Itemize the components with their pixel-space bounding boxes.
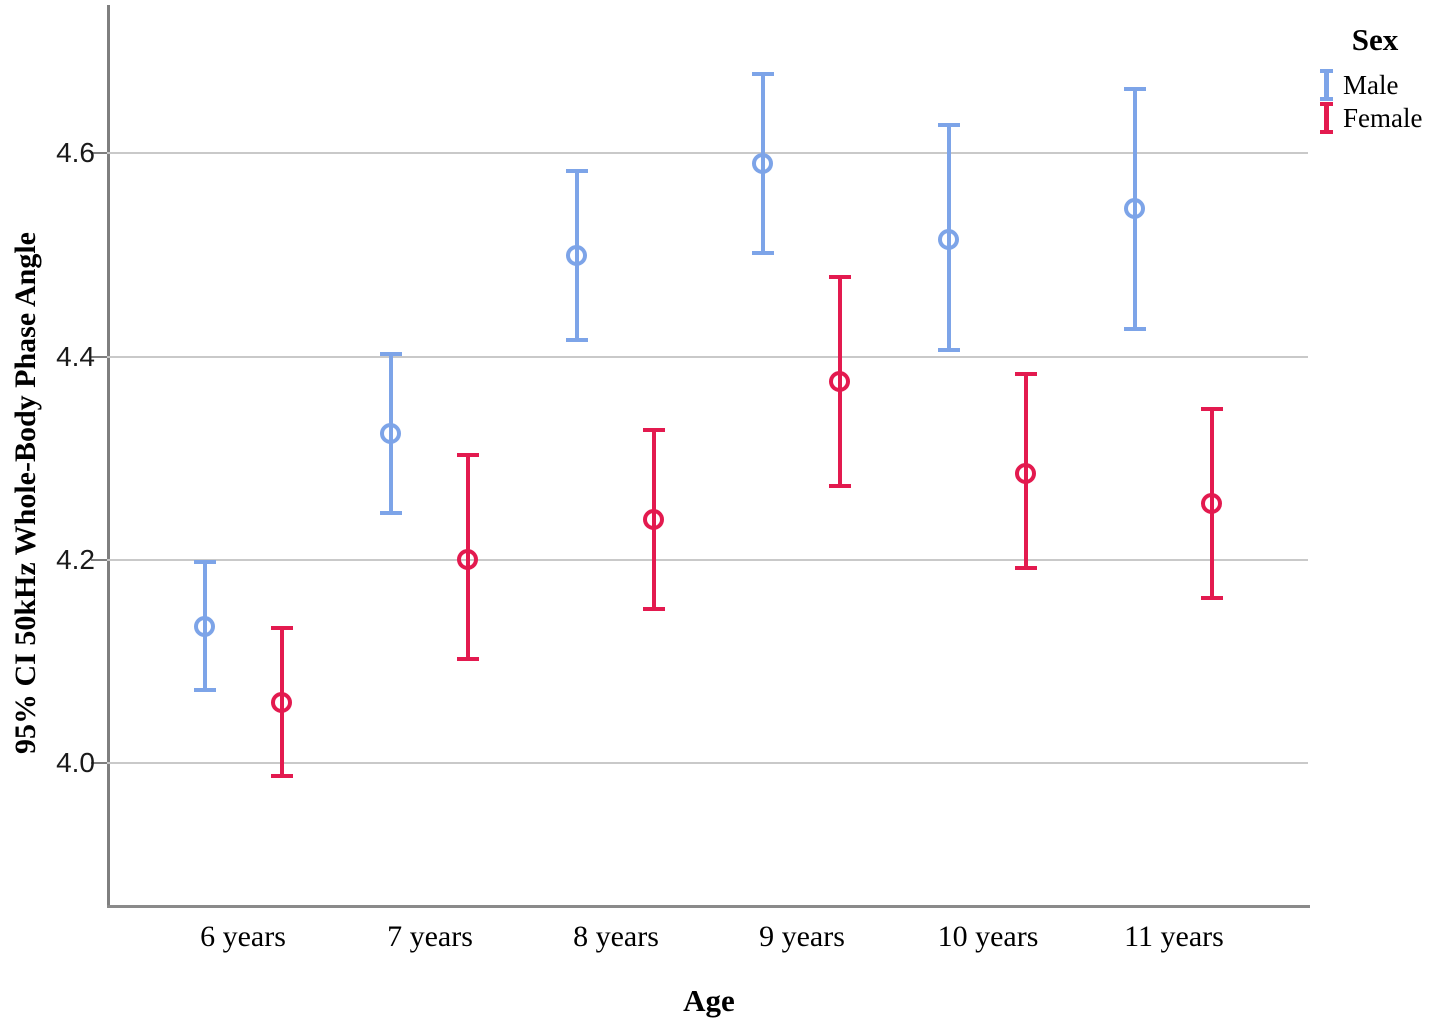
mean-marker-male-7-years bbox=[380, 423, 401, 444]
error-bar-male-7-years bbox=[380, 352, 402, 515]
ci-upper-cap bbox=[643, 428, 665, 432]
mean-marker-male-6-years bbox=[194, 616, 215, 637]
ci-lower-cap bbox=[194, 688, 216, 692]
ci-lower-cap bbox=[829, 484, 851, 488]
female-errorbar-icon bbox=[1320, 102, 1333, 134]
ci-upper-cap bbox=[1015, 372, 1037, 376]
legend-label-female: Female bbox=[1343, 103, 1423, 133]
mean-marker-female-11-years bbox=[1201, 493, 1222, 514]
ci-upper-cap bbox=[1201, 407, 1223, 411]
y-tick-label: 4.6 bbox=[56, 137, 95, 168]
legend-title: Sex bbox=[1351, 22, 1399, 57]
error-bar-male-10-years bbox=[938, 123, 960, 352]
ci-lower-cap bbox=[271, 774, 293, 778]
ci-lower-cap bbox=[1015, 566, 1037, 570]
mean-marker-male-8-years bbox=[566, 245, 587, 266]
ci-upper-cap bbox=[194, 560, 216, 564]
y-tick-mark-4.0 bbox=[91, 762, 107, 764]
ci-upper-cap bbox=[271, 626, 293, 630]
y-tick-mark-4.2 bbox=[91, 559, 107, 561]
ci-lower-cap bbox=[938, 348, 960, 352]
mean-marker-male-10-years bbox=[938, 229, 959, 250]
legend-item-female: Female bbox=[1320, 102, 1422, 134]
male-errorbar-icon bbox=[1320, 69, 1333, 101]
x-tick-label-7-years: 7 years bbox=[387, 920, 473, 953]
ci-lower-cap bbox=[1201, 596, 1223, 600]
gridline-4.0 bbox=[107, 762, 1308, 764]
error-bar-male-9-years bbox=[752, 72, 774, 255]
x-tick-label-11-years: 11 years bbox=[1124, 920, 1224, 953]
ci-upper-cap bbox=[566, 169, 588, 173]
mean-marker-female-6-years bbox=[271, 692, 292, 713]
error-bar-female-9-years bbox=[829, 275, 851, 488]
ci-lower-cap bbox=[380, 511, 402, 515]
error-bar-male-6-years bbox=[194, 560, 216, 692]
error-bar-female-6-years bbox=[271, 626, 293, 778]
ci-lower-cap bbox=[457, 657, 479, 661]
ci-lower-cap bbox=[752, 251, 774, 255]
x-axis-title: Age bbox=[683, 983, 735, 1018]
y-tick-mark-4.4 bbox=[91, 356, 107, 358]
error-bar-female-11-years bbox=[1201, 407, 1223, 600]
mean-marker-female-8-years bbox=[643, 509, 664, 530]
ci-upper-cap bbox=[938, 123, 960, 127]
error-bar-male-8-years bbox=[566, 169, 588, 342]
gridline-4.2 bbox=[107, 559, 1308, 561]
x-tick-label-9-years: 9 years bbox=[759, 920, 845, 953]
legend-item-male: Male bbox=[1320, 69, 1398, 101]
mean-marker-female-10-years bbox=[1015, 463, 1036, 484]
y-tick-label: 4.4 bbox=[56, 341, 95, 372]
ci-lower-cap bbox=[1124, 327, 1146, 331]
y-axis-line bbox=[107, 5, 110, 908]
plot-area bbox=[107, 5, 1308, 905]
error-bar-female-8-years bbox=[643, 428, 665, 611]
mean-marker-female-9-years bbox=[829, 371, 850, 392]
legend-label-male: Male bbox=[1343, 70, 1399, 100]
error-bar-male-11-years bbox=[1124, 87, 1146, 331]
gridline-4.6 bbox=[107, 152, 1308, 154]
ci-upper-cap bbox=[1124, 87, 1146, 91]
error-bar-female-10-years bbox=[1015, 372, 1037, 570]
ci-lower-cap bbox=[643, 607, 665, 611]
ci-upper-cap bbox=[829, 275, 851, 279]
x-tick-label-8-years: 8 years bbox=[573, 920, 659, 953]
ci-upper-cap bbox=[380, 352, 402, 356]
error-bar-female-7-years bbox=[457, 453, 479, 661]
x-tick-label-6-years: 6 years bbox=[200, 920, 286, 953]
mean-marker-male-11-years bbox=[1124, 198, 1145, 219]
y-tick-label: 4.2 bbox=[56, 544, 95, 575]
ci-upper-cap bbox=[752, 72, 774, 76]
gridline-4.4 bbox=[107, 356, 1308, 358]
y-tick-mark-4.6 bbox=[91, 152, 107, 154]
x-tick-label-10-years: 10 years bbox=[937, 920, 1039, 953]
y-axis-title: 95% CI 50kHz Whole-Body Phase Angle bbox=[9, 232, 42, 754]
mean-marker-male-9-years bbox=[752, 153, 773, 174]
ci-upper-cap bbox=[457, 453, 479, 457]
ci-lower-cap bbox=[566, 338, 588, 342]
x-axis-line bbox=[107, 905, 1310, 908]
mean-marker-female-7-years bbox=[457, 549, 478, 570]
y-tick-label: 4.0 bbox=[56, 747, 95, 778]
